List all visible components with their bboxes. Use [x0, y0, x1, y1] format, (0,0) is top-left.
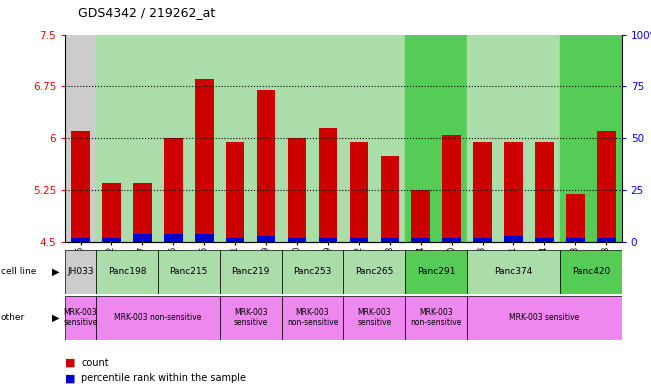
Bar	[96, 250, 158, 294]
Bar	[133, 183, 152, 242]
Bar	[590, 35, 622, 242]
Text: Panc291: Panc291	[417, 267, 455, 276]
Bar	[72, 238, 90, 242]
Bar	[195, 233, 214, 242]
Bar	[96, 35, 127, 242]
Bar	[102, 183, 120, 242]
Bar	[467, 296, 622, 340]
Bar	[380, 238, 399, 242]
Text: Panc374: Panc374	[494, 267, 533, 276]
Text: MRK-003
non-sensitive: MRK-003 non-sensitive	[411, 308, 462, 328]
Bar	[374, 35, 405, 242]
Bar	[251, 35, 281, 242]
Bar	[343, 35, 374, 242]
Bar	[467, 250, 560, 294]
Bar	[535, 142, 553, 242]
Bar	[597, 238, 615, 242]
Bar	[344, 296, 405, 340]
Bar	[504, 142, 523, 242]
Bar	[318, 238, 337, 242]
Bar	[411, 190, 430, 242]
Text: MRK-003
sensitive: MRK-003 sensitive	[63, 308, 98, 328]
Bar	[158, 250, 220, 294]
Bar	[189, 35, 219, 242]
Bar	[529, 35, 560, 242]
Bar	[102, 238, 120, 242]
Text: ■: ■	[65, 358, 76, 368]
Bar	[566, 194, 585, 242]
Text: Panc265: Panc265	[355, 267, 393, 276]
Bar	[344, 250, 405, 294]
Text: ▶: ▶	[52, 313, 60, 323]
Bar	[96, 296, 219, 340]
Bar	[473, 238, 492, 242]
Text: Panc420: Panc420	[572, 267, 610, 276]
Bar	[504, 236, 523, 242]
Bar	[535, 238, 553, 242]
Text: Panc198: Panc198	[107, 267, 146, 276]
Text: MRK-003 sensitive: MRK-003 sensitive	[509, 313, 579, 322]
Bar	[164, 138, 182, 242]
Text: MRK-003 non-sensitive: MRK-003 non-sensitive	[114, 313, 202, 322]
Bar	[597, 131, 615, 242]
Bar	[164, 233, 182, 242]
Bar	[65, 250, 96, 294]
Text: count: count	[81, 358, 109, 368]
Bar	[312, 35, 343, 242]
Bar	[560, 250, 622, 294]
Bar	[195, 79, 214, 242]
Text: ■: ■	[65, 373, 76, 383]
Text: Panc253: Panc253	[294, 267, 331, 276]
Bar	[380, 156, 399, 242]
Text: GDS4342 / 219262_at: GDS4342 / 219262_at	[78, 6, 215, 19]
Bar	[350, 238, 368, 242]
Text: percentile rank within the sample: percentile rank within the sample	[81, 373, 246, 383]
Bar	[65, 35, 96, 242]
Text: cell line: cell line	[1, 267, 36, 276]
Bar	[219, 35, 251, 242]
Text: MRK-003
sensitive: MRK-003 sensitive	[234, 308, 268, 328]
Text: MRK-003
sensitive: MRK-003 sensitive	[357, 308, 391, 328]
Bar	[318, 128, 337, 242]
Bar	[473, 142, 492, 242]
Bar	[467, 35, 498, 242]
Bar	[256, 90, 275, 242]
Bar	[436, 35, 467, 242]
Bar	[281, 296, 343, 340]
Text: ▶: ▶	[52, 266, 60, 277]
Bar	[72, 131, 90, 242]
Bar	[566, 238, 585, 242]
Text: MRK-003
non-sensitive: MRK-003 non-sensitive	[287, 308, 338, 328]
Bar	[498, 35, 529, 242]
Bar	[281, 250, 343, 294]
Bar	[350, 142, 368, 242]
Bar	[281, 35, 312, 242]
Text: JH033: JH033	[67, 267, 94, 276]
Bar	[226, 238, 244, 242]
Bar	[133, 233, 152, 242]
Bar	[127, 35, 158, 242]
Bar	[411, 238, 430, 242]
Bar	[405, 250, 467, 294]
Bar	[219, 250, 281, 294]
Bar	[442, 135, 461, 242]
Bar	[158, 35, 189, 242]
Text: other: other	[1, 313, 25, 322]
Bar	[226, 142, 244, 242]
Bar	[405, 35, 436, 242]
Bar	[219, 296, 281, 340]
Bar	[256, 236, 275, 242]
Bar	[288, 238, 306, 242]
Text: Panc219: Panc219	[232, 267, 270, 276]
Bar	[65, 296, 96, 340]
Bar	[405, 296, 467, 340]
Bar	[442, 238, 461, 242]
Bar	[288, 138, 306, 242]
Text: Panc215: Panc215	[170, 267, 208, 276]
Bar	[560, 35, 590, 242]
